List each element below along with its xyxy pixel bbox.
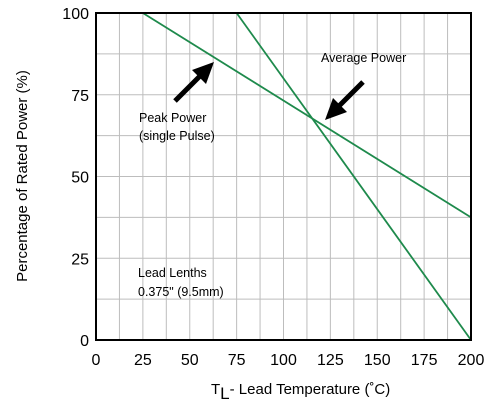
series-line-average-power xyxy=(235,12,472,341)
x-tick-label: 100 xyxy=(270,352,297,369)
x-axis-title: TL- Lead Temperature (˚C) xyxy=(211,381,390,403)
x-tick-label: 200 xyxy=(458,352,485,369)
y-axis-title: Percentage of Rated Power (%) xyxy=(14,70,31,282)
annotation-lead-length-line2: 0.375" (9.5mm) xyxy=(138,285,224,299)
peak-power-arrow xyxy=(173,62,214,103)
x-tick-labels: 0 25 50 75 100 125 150 175 200 xyxy=(92,352,485,369)
annotation-average-power: Average Power xyxy=(321,51,406,65)
x-tick-label: 75 xyxy=(228,352,246,369)
annotation-peak-power-line1: Peak Power xyxy=(139,111,206,125)
annotation-peak-power-line2: (single Pulse) xyxy=(139,129,215,143)
x-tick-label: 175 xyxy=(411,352,438,369)
x-tick-label: 0 xyxy=(92,352,101,369)
x-tick-label: 150 xyxy=(364,352,391,369)
annotation-lead-length-line1: Lead Lenths xyxy=(138,266,207,280)
series-line-peak-power xyxy=(142,12,472,219)
y-tick-label: 100 xyxy=(62,6,89,23)
x-tick-label: 125 xyxy=(317,352,344,369)
x-tick-label: 50 xyxy=(181,352,199,369)
average-power-arrow xyxy=(325,80,365,120)
x-axis-title-rest: - Lead Temperature (˚C) xyxy=(230,381,391,398)
y-tick-label: 50 xyxy=(71,170,89,187)
x-axis-title-main: T xyxy=(211,381,220,398)
plot-frame xyxy=(95,12,472,341)
y-tick-label: 25 xyxy=(71,251,89,268)
grid xyxy=(96,13,471,340)
series-lines xyxy=(142,12,472,341)
x-axis-title-subscript: L xyxy=(220,384,229,403)
y-tick-labels: 0 25 50 75 100 xyxy=(62,6,89,350)
y-tick-label: 0 xyxy=(80,333,89,350)
x-tick-label: 25 xyxy=(134,352,152,369)
y-tick-label: 75 xyxy=(71,88,89,105)
